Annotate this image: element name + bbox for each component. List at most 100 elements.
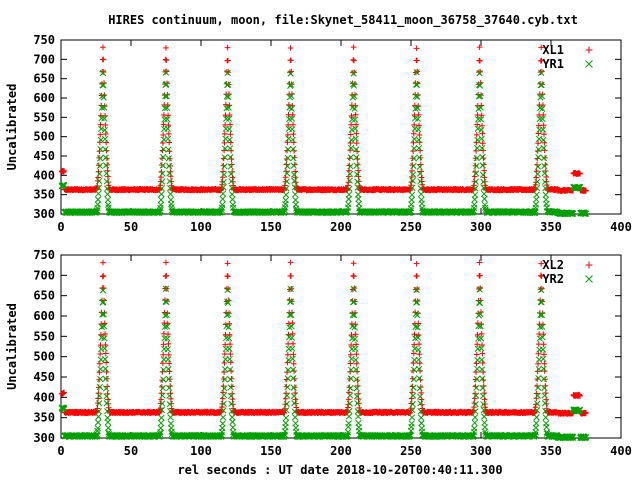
data-point — [353, 121, 359, 128]
data-point — [415, 111, 422, 118]
y-tick-label: 500 — [33, 130, 55, 144]
data-point — [101, 135, 109, 143]
data-point — [476, 70, 483, 77]
data-point — [166, 131, 172, 137]
data-point — [346, 170, 354, 178]
data-point — [162, 273, 169, 280]
data-point — [347, 147, 353, 153]
data-point — [417, 368, 423, 374]
data-point — [157, 196, 165, 203]
data-point — [101, 345, 108, 352]
data-point — [534, 162, 540, 168]
data-point — [540, 136, 547, 144]
legend-marker — [585, 60, 593, 68]
data-point — [473, 144, 481, 152]
data-point — [479, 153, 486, 161]
data-point — [227, 351, 234, 357]
data-point — [160, 153, 167, 161]
data-point — [535, 341, 542, 347]
data-point — [166, 139, 172, 146]
data-point — [351, 273, 357, 280]
legend-marker — [585, 46, 593, 54]
data-point — [96, 148, 103, 154]
x-tick-label: 200 — [330, 220, 352, 234]
y-tick-label: 750 — [33, 248, 55, 262]
data-point — [414, 57, 420, 64]
data-point — [474, 136, 481, 144]
legend-marker — [585, 261, 593, 269]
data-point — [97, 121, 104, 128]
data-point — [221, 163, 228, 170]
data-point — [409, 171, 417, 178]
y-tick-label: 750 — [33, 33, 55, 47]
data-point — [158, 414, 165, 421]
data-point — [478, 135, 485, 142]
data-point — [229, 161, 235, 168]
data-point — [540, 341, 547, 348]
data-point — [348, 113, 355, 119]
data-point — [162, 56, 169, 63]
data-point — [538, 81, 545, 89]
data-point — [471, 201, 478, 208]
data-point — [282, 191, 290, 198]
data-point — [351, 105, 358, 112]
data-point — [285, 122, 291, 128]
data-point — [353, 140, 360, 146]
data-point — [411, 122, 417, 128]
data-point — [290, 171, 298, 178]
data-point — [220, 171, 228, 178]
data-point — [102, 122, 109, 128]
data-point — [583, 187, 589, 194]
data-point — [539, 126, 547, 133]
data-point — [289, 126, 296, 133]
data-point — [535, 130, 542, 137]
series-yr2 — [58, 285, 590, 442]
data-point — [345, 201, 352, 208]
data-point — [100, 259, 106, 266]
data-point — [95, 168, 102, 175]
data-point — [222, 351, 228, 357]
data-point — [479, 162, 486, 169]
x-tick-label: 50 — [124, 220, 138, 234]
data-point — [290, 154, 297, 162]
data-point — [94, 196, 102, 203]
data-point — [418, 390, 424, 396]
data-point — [350, 272, 357, 279]
data-point — [354, 148, 360, 155]
bottom-panel: 0 50 100 150 200 250 300 350 4003003504004505005… — [5, 248, 632, 458]
data-point — [163, 272, 170, 279]
legend-plus — [585, 46, 593, 54]
data-point — [224, 44, 231, 51]
y-tick-label: 500 — [33, 350, 55, 364]
y-tick-label: 350 — [33, 188, 55, 202]
data-point — [164, 346, 171, 353]
series-yr1 — [58, 69, 590, 218]
data-point — [290, 162, 297, 169]
x-tick-label: 50 — [124, 444, 138, 458]
legend-cross — [585, 60, 593, 68]
data-point — [350, 44, 357, 50]
data-point — [167, 414, 174, 421]
data-point — [94, 419, 102, 426]
data-point — [224, 260, 231, 267]
data-point — [538, 57, 545, 64]
data-point — [157, 424, 164, 432]
data-point — [415, 126, 422, 133]
data-point — [103, 131, 109, 137]
data-point — [355, 195, 362, 202]
data-point — [159, 368, 166, 375]
data-point — [284, 369, 290, 375]
data-point — [353, 162, 360, 169]
y-tick-label: 550 — [33, 110, 55, 124]
data-point — [219, 195, 226, 203]
data-point — [103, 170, 110, 177]
data-point — [100, 44, 106, 51]
data-point — [472, 390, 478, 397]
data-point — [226, 136, 233, 143]
data-point — [414, 273, 420, 279]
data-point — [411, 130, 417, 137]
x-tick-label: 100 — [190, 220, 212, 234]
y-tick-label: 400 — [33, 168, 55, 182]
y-tick-label: 450 — [33, 370, 55, 384]
data-point — [290, 121, 296, 128]
